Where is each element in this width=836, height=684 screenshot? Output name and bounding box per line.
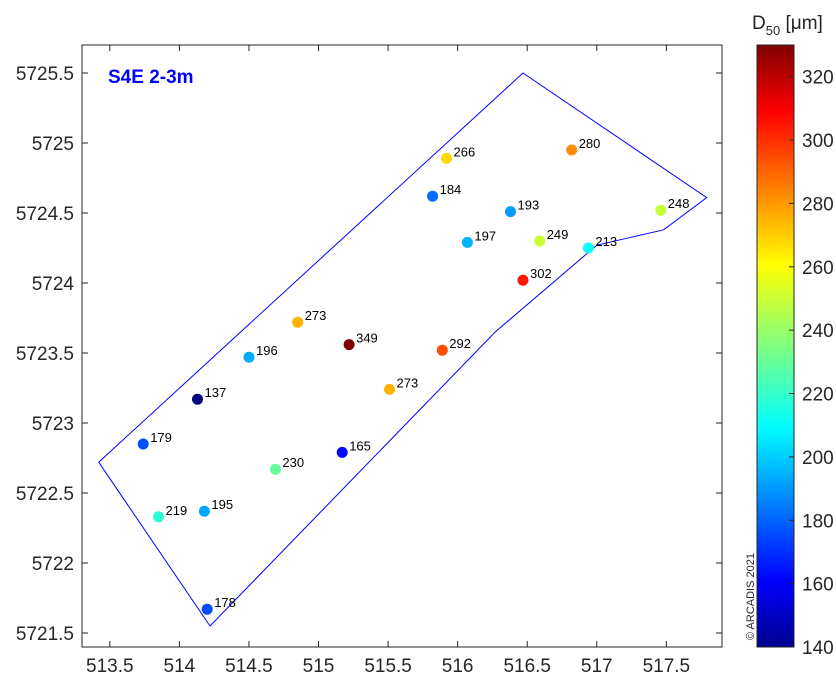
colorbar-tick-label: 220 [802, 385, 834, 406]
data-point [292, 316, 304, 328]
y-tick-label: 5723.5 [16, 344, 74, 365]
x-tick-label: 515 [303, 656, 335, 677]
colorbar-tick-label: 140 [802, 638, 834, 659]
point-label: 197 [474, 228, 496, 243]
plot-area [81, 44, 723, 648]
copyright-text: © ARCADIS 2021 [745, 553, 757, 640]
point-label: 195 [211, 497, 233, 512]
survey-boundary [98, 72, 708, 627]
data-point [566, 144, 578, 156]
x-tick-label: 514.5 [225, 656, 273, 677]
data-point [436, 344, 448, 356]
colorbar-title-sub: 50 [766, 23, 780, 38]
colorbar-title-main: D [752, 13, 766, 34]
data-point [534, 235, 546, 247]
data-point [461, 236, 473, 248]
x-tick-label: 516 [442, 656, 474, 677]
y-tick-label: 5725.5 [16, 64, 74, 85]
point-label: 213 [595, 234, 617, 249]
data-point [153, 511, 164, 523]
x-tick-label: 515.5 [364, 656, 412, 677]
colorbar-tick-label: 260 [802, 258, 834, 279]
colorbar-tick-label: 300 [802, 131, 834, 152]
point-label: 266 [454, 144, 476, 159]
data-point [243, 351, 255, 363]
point-label: 137 [205, 385, 227, 400]
point-label: 273 [397, 375, 419, 390]
colorbar-tick-label: 320 [802, 68, 834, 89]
data-point [198, 505, 210, 517]
colorbar-tick-label: 200 [802, 448, 834, 469]
data-point [201, 603, 213, 615]
y-axis: 5721.5 5722 5722.5 5723 5723.5 5724 5724.5 5725… [16, 64, 722, 645]
point-label: 184 [440, 182, 462, 197]
colorbar-title: D50 [μm] [752, 13, 823, 38]
colorbar-title-unit: [μm] [780, 13, 823, 34]
y-tick-label: 5723 [32, 414, 74, 435]
y-tick-label: 5725 [32, 134, 74, 155]
point-label: 193 [518, 198, 540, 213]
y-tick-label: 5724 [32, 274, 75, 295]
point-label: 219 [166, 503, 188, 518]
data-point [505, 206, 516, 218]
x-axis: 513.5 514 514.5 515 515.5 516 516.5 517 517.5 [86, 45, 690, 677]
point-label: 178 [214, 595, 236, 610]
boundary-line [98, 72, 708, 627]
point-label: 302 [530, 266, 552, 281]
y-tick-label: 5724.5 [16, 204, 74, 225]
data-point [192, 393, 203, 405]
x-tick-label: 516.5 [503, 656, 551, 677]
point-label: 273 [305, 308, 327, 323]
data-point [384, 383, 395, 395]
y-tick-label: 5721.5 [16, 624, 74, 645]
chart-title: S4E 2-3m [108, 67, 194, 88]
point-label: 280 [579, 136, 601, 151]
point-label: 179 [150, 430, 172, 445]
y-tick-label: 5722.5 [16, 484, 74, 505]
point-label: 196 [256, 343, 278, 358]
data-point [517, 274, 529, 286]
colorbar-tick-label: 280 [802, 194, 834, 215]
data-point [269, 463, 281, 475]
colorbar-axis: 140 160 180 200 220 240 260 280 300 320 [789, 68, 834, 659]
point-label: 292 [449, 336, 471, 351]
point-label: 165 [349, 438, 371, 453]
data-point [441, 152, 452, 164]
data-point [343, 339, 355, 351]
colorbar-tick-label: 180 [802, 511, 834, 532]
point-label: 248 [668, 196, 690, 211]
data-points: 266 280 184 193 248 197 249 213 302 273 349 196 292 2… [137, 136, 690, 615]
x-tick-label: 514 [164, 656, 196, 677]
data-point [336, 446, 348, 458]
point-label: 249 [547, 227, 569, 242]
y-tick-label: 5722 [32, 554, 74, 575]
point-label: 349 [356, 331, 378, 346]
data-point [655, 204, 667, 216]
x-tick-label: 517 [581, 656, 613, 677]
x-tick-label: 513.5 [86, 656, 134, 677]
data-point [427, 190, 439, 202]
point-label: 230 [282, 455, 304, 470]
data-point [582, 242, 594, 254]
colorbar [756, 44, 795, 648]
data-point [137, 438, 149, 450]
colorbar-tick-label: 160 [802, 575, 834, 596]
colorbar-tick-label: 240 [802, 321, 834, 342]
x-tick-label: 517.5 [643, 656, 691, 677]
